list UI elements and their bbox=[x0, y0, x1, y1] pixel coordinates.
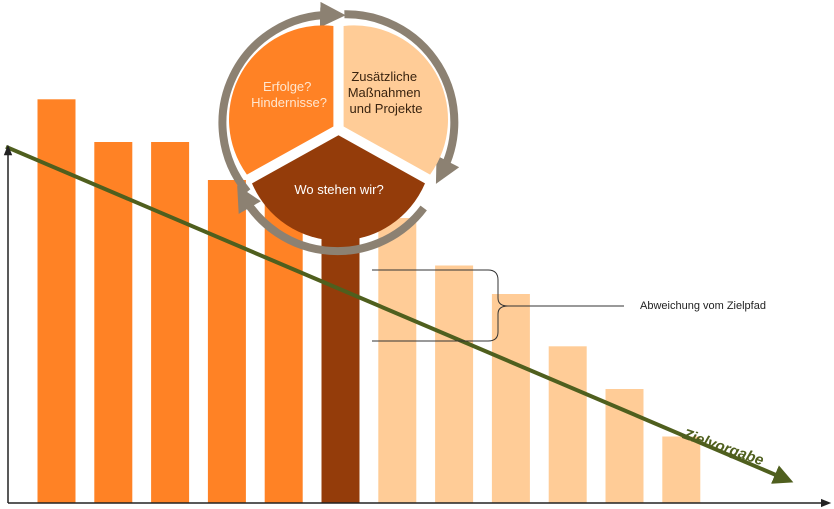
bar-3 bbox=[151, 142, 190, 503]
deviation-label: Abweichung vom Zielpfad bbox=[640, 300, 766, 312]
bar-group bbox=[37, 99, 701, 504]
cycle-label-erfolge: Erfolge? Hindernisse? bbox=[251, 79, 327, 110]
bar-11 bbox=[605, 389, 644, 503]
bar-5 bbox=[264, 203, 303, 504]
bar-2 bbox=[94, 142, 133, 503]
cycle-label-massnahmen: Zusätzliche Maßnahmen und Projekte bbox=[348, 69, 425, 116]
cycle-diagram: Erfolge? Hindernisse? Zusätzliche Maßnah… bbox=[218, 1, 460, 256]
cycle-arrow-left bbox=[218, 1, 346, 195]
deviation-annotation: Abweichung vom Zielpfad bbox=[372, 269, 766, 342]
cycle-arrow-bottom bbox=[237, 185, 427, 256]
bar-12 bbox=[662, 436, 701, 503]
bar-1 bbox=[37, 99, 76, 504]
bar-10 bbox=[548, 346, 587, 504]
bar-6 bbox=[321, 189, 360, 503]
bar-8 bbox=[435, 265, 474, 503]
cycle-label-wo: Wo stehen wir? bbox=[294, 182, 383, 197]
cycle-segment-massnahmen bbox=[343, 25, 448, 175]
cycle-arrow-right bbox=[344, 10, 460, 184]
cycle-segment-wo bbox=[252, 135, 425, 241]
cycle-segment-erfolge bbox=[229, 25, 334, 175]
target-line bbox=[5, 144, 794, 484]
bar-7 bbox=[378, 218, 417, 503]
bar-4 bbox=[207, 180, 246, 503]
axes bbox=[3, 144, 832, 508]
